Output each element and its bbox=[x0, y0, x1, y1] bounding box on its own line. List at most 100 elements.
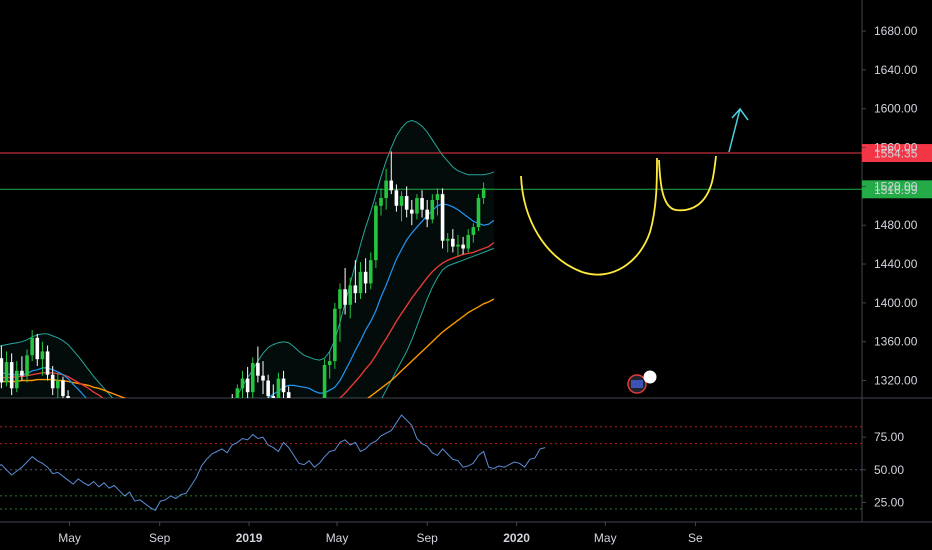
candle-body bbox=[481, 188, 486, 199]
ma-red-line bbox=[0, 242, 495, 398]
candle-body bbox=[256, 363, 260, 376]
bollinger-upper bbox=[0, 119, 495, 398]
candle-body bbox=[322, 364, 327, 398]
candle-body bbox=[435, 194, 440, 200]
level-label-bg-0 bbox=[862, 144, 932, 163]
horizontal-levels: 1554.35 1516.99 bbox=[0, 144, 932, 199]
price-tick-label: 1360.00 bbox=[874, 335, 918, 349]
candle-body bbox=[394, 190, 399, 206]
candle-body bbox=[379, 198, 383, 206]
candle-body bbox=[461, 244, 465, 249]
candle-body bbox=[20, 370, 24, 376]
badge-count: 2 bbox=[647, 374, 653, 385]
candle-body bbox=[261, 375, 265, 381]
moving-averages bbox=[0, 203, 495, 398]
candle-body bbox=[276, 378, 281, 398]
candle-body bbox=[343, 289, 347, 305]
price-tick-label: 1640.00 bbox=[874, 63, 918, 77]
price-tick-label: 1680.00 bbox=[874, 24, 918, 38]
level-label-1: 1516.99 bbox=[874, 183, 918, 197]
candle-body bbox=[240, 378, 245, 389]
candle-body bbox=[425, 209, 429, 220]
candle-body bbox=[40, 351, 45, 360]
candle-body bbox=[271, 396, 276, 398]
time-tick-label: Se bbox=[688, 531, 703, 545]
candle-body bbox=[420, 198, 424, 210]
candle-body bbox=[25, 355, 29, 376]
candle-body bbox=[409, 209, 414, 214]
bollinger-lower bbox=[381, 248, 495, 398]
cup-drawing bbox=[520, 157, 658, 276]
candle-body bbox=[353, 285, 358, 294]
candle-body bbox=[476, 198, 481, 228]
candle-body bbox=[471, 227, 476, 235]
flag-icon-inner bbox=[631, 380, 643, 388]
candle-body bbox=[50, 374, 55, 389]
candle-body bbox=[451, 238, 455, 247]
time-tick-label: May bbox=[58, 531, 81, 545]
candle-body bbox=[374, 205, 378, 261]
time-tick-label: Sep bbox=[417, 531, 439, 545]
candle-body bbox=[266, 380, 270, 397]
candle-body bbox=[66, 396, 70, 398]
rsi-line bbox=[0, 414, 546, 511]
candlestick-series bbox=[0, 151, 486, 398]
handle-drawing bbox=[658, 155, 717, 212]
candle-body bbox=[415, 198, 419, 214]
candle-body bbox=[327, 361, 332, 365]
time-tick-label: Sep bbox=[149, 531, 171, 545]
rsi-tick-label: 25.00 bbox=[874, 495, 904, 509]
chart-axes: 1680.00 1640.00 1600.00 1560.00 1520.00 1480.… bbox=[58, 24, 917, 545]
time-tick-label: May bbox=[594, 531, 617, 545]
price-tick-label: 1600.00 bbox=[874, 102, 918, 116]
rsi-pane bbox=[0, 414, 862, 511]
price-tick-label: 1400.00 bbox=[874, 296, 918, 310]
level-label-bg-1 bbox=[862, 180, 932, 199]
candle-body bbox=[0, 358, 4, 383]
candle-body bbox=[4, 362, 9, 383]
candle-body bbox=[363, 271, 368, 284]
candle-body bbox=[35, 337, 40, 360]
candle-body bbox=[399, 196, 404, 206]
candle-body bbox=[14, 370, 19, 389]
candle-body bbox=[61, 380, 65, 397]
candle-body bbox=[368, 260, 373, 284]
price-tick-label: 1520.00 bbox=[874, 179, 918, 193]
bollinger-bands bbox=[0, 119, 495, 398]
candle-body bbox=[338, 289, 342, 309]
candle-body bbox=[445, 238, 450, 241]
price-tick-label: 1320.00 bbox=[874, 374, 918, 388]
candle-body bbox=[45, 351, 50, 375]
rsi-tick-label: 75.00 bbox=[874, 430, 904, 444]
ma-blue-line bbox=[0, 203, 495, 398]
candle-body bbox=[333, 308, 337, 362]
time-tick-label: 2019 bbox=[236, 531, 263, 545]
candle-body bbox=[56, 380, 60, 389]
candle-body bbox=[440, 194, 445, 241]
candle-body bbox=[348, 285, 353, 305]
candle-body bbox=[245, 378, 250, 393]
drawing-annotations: 2 bbox=[520, 107, 749, 394]
level-label-0: 1554.35 bbox=[874, 147, 918, 161]
candle-body bbox=[250, 363, 255, 393]
price-tick-label: 1480.00 bbox=[874, 218, 918, 232]
bollinger-fill bbox=[0, 120, 494, 398]
time-tick-label: 2020 bbox=[503, 531, 530, 545]
candle-body bbox=[235, 388, 240, 398]
candle-body bbox=[389, 180, 394, 191]
candle-body bbox=[286, 392, 291, 398]
candle-body bbox=[384, 180, 388, 199]
candle-body bbox=[281, 378, 286, 393]
time-tick-label: May bbox=[326, 531, 349, 545]
price-grid bbox=[0, 0, 932, 523]
candle-body bbox=[358, 271, 363, 294]
candle-body bbox=[30, 337, 34, 356]
candle-body bbox=[9, 362, 14, 389]
candle-body bbox=[456, 244, 460, 247]
breakout-arrow bbox=[728, 107, 749, 153]
candle-body bbox=[404, 196, 409, 210]
badge-circle bbox=[643, 370, 657, 384]
rsi-tick-label: 50.00 bbox=[874, 463, 904, 477]
